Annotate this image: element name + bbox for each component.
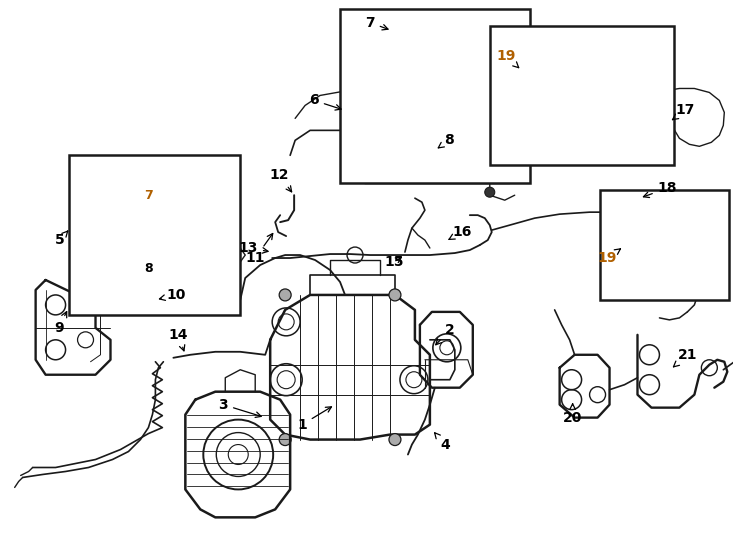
Text: 4: 4 xyxy=(435,433,450,451)
Text: 20: 20 xyxy=(563,404,582,424)
Text: 6: 6 xyxy=(309,93,341,110)
Text: 12: 12 xyxy=(269,168,291,192)
Bar xyxy=(490,25,675,165)
Text: 2: 2 xyxy=(436,323,455,345)
Text: 1: 1 xyxy=(297,407,332,431)
Text: 13: 13 xyxy=(239,241,268,255)
Bar xyxy=(68,156,240,315)
Text: 21: 21 xyxy=(673,348,697,367)
Text: 17: 17 xyxy=(672,104,695,120)
Text: 18: 18 xyxy=(644,181,677,198)
Text: 8: 8 xyxy=(438,133,454,148)
Text: 5: 5 xyxy=(55,231,68,247)
Text: 15: 15 xyxy=(384,255,404,269)
Text: 8: 8 xyxy=(144,261,153,274)
Text: 14: 14 xyxy=(169,328,188,351)
Text: 19: 19 xyxy=(598,249,620,265)
Text: 9: 9 xyxy=(54,312,67,335)
Text: 7: 7 xyxy=(366,16,388,30)
Text: 19: 19 xyxy=(496,49,519,68)
Circle shape xyxy=(128,295,139,305)
Bar xyxy=(600,190,730,300)
Text: 10: 10 xyxy=(159,288,186,302)
Circle shape xyxy=(279,434,291,445)
Bar xyxy=(340,9,530,183)
Text: 11: 11 xyxy=(245,233,273,265)
Circle shape xyxy=(389,434,401,445)
Text: 16: 16 xyxy=(449,225,471,239)
Circle shape xyxy=(389,289,401,301)
Circle shape xyxy=(279,289,291,301)
Circle shape xyxy=(484,187,495,197)
Text: 7: 7 xyxy=(144,188,153,202)
Text: 3: 3 xyxy=(219,397,261,417)
